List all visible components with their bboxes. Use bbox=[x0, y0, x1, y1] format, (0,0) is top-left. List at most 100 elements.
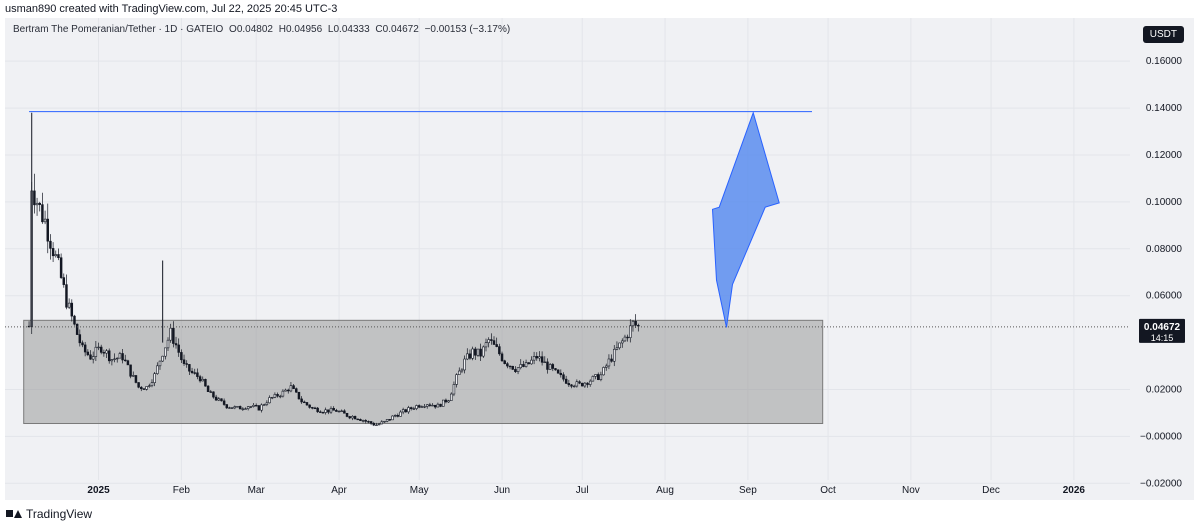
legend-change: −0.00153 (−3.17%) bbox=[424, 24, 511, 35]
candle-body bbox=[556, 369, 560, 374]
candle-body bbox=[209, 391, 212, 393]
candle-body bbox=[81, 342, 84, 346]
candle-body bbox=[313, 407, 317, 410]
candle-body bbox=[102, 352, 106, 354]
candle-body bbox=[212, 391, 215, 398]
candle-body bbox=[99, 346, 103, 353]
candle-body bbox=[107, 350, 111, 362]
candle-body bbox=[567, 383, 571, 386]
candle-body bbox=[113, 358, 116, 360]
x-tick-label: Dec bbox=[982, 485, 1000, 496]
candle-body bbox=[607, 358, 611, 367]
candle-body bbox=[140, 386, 143, 390]
x-tick-label: Sep bbox=[739, 485, 757, 496]
candle-body bbox=[49, 240, 52, 249]
candle-body bbox=[337, 410, 341, 413]
candle-body bbox=[621, 340, 624, 344]
candle-body bbox=[447, 400, 450, 403]
candle-body bbox=[578, 381, 581, 384]
candle-body bbox=[404, 409, 408, 413]
candle-body bbox=[158, 360, 162, 367]
candle-body bbox=[399, 411, 402, 417]
candle-body bbox=[452, 384, 456, 395]
candle-body bbox=[580, 382, 584, 387]
x-tick-label: 2025 bbox=[87, 485, 110, 496]
candle-body bbox=[596, 374, 600, 380]
y-tick-label: −0.02000 bbox=[1140, 478, 1182, 489]
candle-body bbox=[439, 403, 442, 407]
candle-body bbox=[433, 404, 437, 408]
candle-body bbox=[86, 351, 90, 356]
y-tick-label: 0.10000 bbox=[1146, 197, 1183, 208]
candle-body bbox=[420, 406, 424, 408]
candle-body bbox=[311, 407, 314, 409]
candle-body bbox=[91, 356, 95, 360]
candle-body bbox=[289, 385, 293, 392]
candle-body bbox=[359, 419, 362, 421]
candle-body bbox=[228, 407, 231, 409]
chart-area[interactable]: 0.16000 0.14000 0.12000 0.10000 0.08000 0.060… bbox=[5, 18, 1194, 500]
candle-body bbox=[110, 359, 114, 362]
price-badge-value: 0.04672 bbox=[1144, 322, 1181, 333]
price-badge bbox=[1139, 318, 1185, 343]
y-tick-label: 0.12000 bbox=[1146, 150, 1183, 161]
candle-body bbox=[369, 421, 373, 424]
candle-body bbox=[137, 382, 140, 388]
candle-body bbox=[327, 409, 330, 413]
candle-body bbox=[455, 374, 458, 385]
tradingview-icon bbox=[6, 509, 22, 519]
candle-body bbox=[59, 257, 63, 278]
candle-body bbox=[220, 398, 223, 402]
candle-body bbox=[471, 348, 474, 359]
candle-body bbox=[70, 302, 74, 317]
candle-body bbox=[54, 254, 58, 257]
x-tick-label: 2026 bbox=[1063, 485, 1086, 496]
candle-body bbox=[490, 339, 493, 341]
candle-body bbox=[634, 320, 637, 326]
candle-body bbox=[522, 364, 525, 367]
candle-body bbox=[303, 401, 306, 404]
x-tick-label: Oct bbox=[820, 485, 836, 496]
candle-body bbox=[425, 404, 429, 407]
candle-body bbox=[164, 347, 167, 357]
candle-body bbox=[615, 347, 619, 350]
chart-canvas[interactable]: 0.16000 0.14000 0.12000 0.10000 0.08000 0.060… bbox=[5, 18, 1194, 500]
candle-body bbox=[479, 348, 482, 357]
tradingview-logo[interactable]: TradingView bbox=[6, 507, 92, 521]
candle-body bbox=[602, 367, 605, 376]
candle-body bbox=[129, 364, 132, 377]
currency-badge[interactable]: USDT bbox=[1142, 26, 1184, 43]
candle-body bbox=[575, 381, 579, 387]
candle-body bbox=[249, 406, 253, 408]
candle-body bbox=[364, 420, 367, 422]
candle-body bbox=[385, 419, 389, 422]
candle-body bbox=[511, 365, 514, 370]
candle-body bbox=[142, 388, 146, 390]
candle-body bbox=[222, 400, 226, 405]
legend-close: C0.04672 bbox=[375, 24, 419, 35]
candle-body bbox=[292, 385, 295, 389]
candle-body bbox=[476, 348, 480, 356]
candle-body bbox=[121, 353, 124, 361]
candle-body bbox=[190, 370, 194, 373]
candle-body bbox=[372, 422, 376, 426]
candle-body bbox=[305, 402, 309, 406]
candle-body bbox=[78, 334, 82, 344]
candle-body bbox=[62, 277, 66, 285]
candle-body bbox=[35, 202, 39, 206]
candle-body bbox=[527, 362, 530, 365]
candle-body bbox=[166, 339, 170, 349]
candle-body bbox=[530, 359, 533, 365]
candle-body bbox=[41, 204, 44, 223]
candle-body bbox=[118, 353, 122, 359]
brand-label: TradingView bbox=[26, 507, 93, 521]
candle-body bbox=[492, 340, 496, 345]
candle-body bbox=[588, 380, 592, 385]
candle-body bbox=[217, 398, 221, 401]
candle-body bbox=[551, 364, 555, 369]
candle-body bbox=[43, 218, 47, 223]
candle-body bbox=[287, 389, 290, 392]
candle-body bbox=[543, 361, 547, 364]
candle-body bbox=[428, 404, 432, 406]
candle-body bbox=[134, 375, 138, 383]
